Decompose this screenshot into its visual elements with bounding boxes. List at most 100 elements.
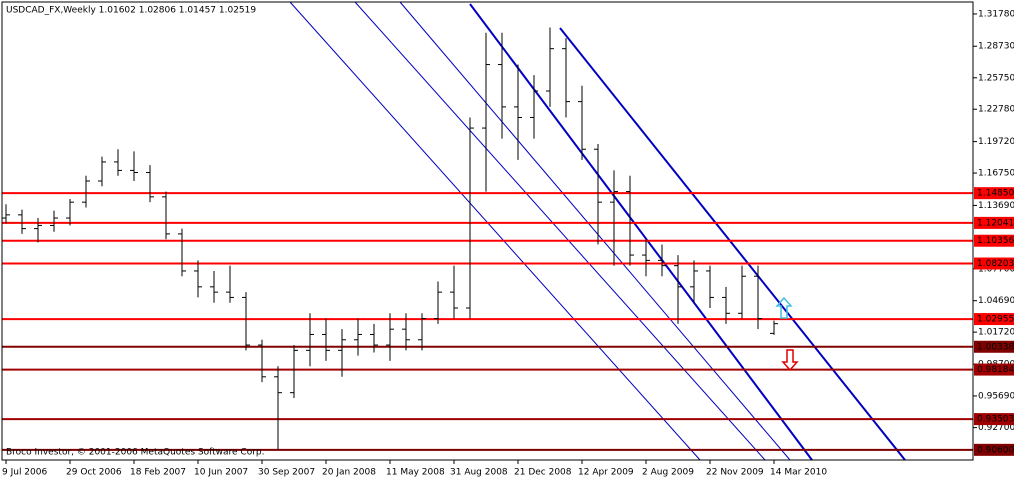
trend-line — [559, 27, 906, 461]
ohlc-bar — [274, 366, 282, 450]
ohlc-bar — [386, 313, 394, 361]
level-label-box — [974, 443, 1014, 456]
ohlc-bar — [210, 270, 218, 303]
y-tick-label: 1.04690 — [978, 296, 1014, 306]
y-tick-label: 1.19720 — [978, 137, 1014, 147]
level-label: 1.10356 — [977, 236, 1014, 246]
trend-line — [469, 3, 813, 461]
level-label-box — [974, 257, 1014, 270]
level-label: 1.14850 — [977, 189, 1014, 199]
ohlc-bar — [434, 281, 442, 324]
ohlc-bar — [418, 313, 426, 351]
ohlc-bar — [82, 175, 90, 208]
y-tick-label: 1.28730 — [978, 42, 1014, 52]
level-label: 1.02955 — [977, 315, 1014, 325]
x-tick-label: 29 Oct 2006 — [66, 468, 122, 478]
ohlc-bar — [34, 218, 42, 243]
ohlc-bar — [514, 64, 522, 160]
x-tick-label: 10 Jun 2007 — [194, 468, 248, 478]
level-label-box — [974, 340, 1014, 353]
ohlc-bar — [242, 292, 250, 351]
ohlc-bar — [770, 320, 778, 335]
ohlc-bar — [18, 209, 26, 234]
ohlc-bar — [306, 313, 314, 367]
ohlc-bar — [466, 117, 474, 319]
ohlc-bar — [738, 265, 746, 319]
y-tick-label: 0.95690 — [978, 391, 1014, 401]
x-tick-label: 21 Dec 2008 — [514, 468, 572, 478]
ohlc-bar — [658, 244, 666, 277]
chart-title: USDCAD_FX,Weekly 1.01602 1.02806 1.01457… — [6, 6, 256, 16]
ohlc-bar — [706, 265, 714, 309]
ohlc-bar — [626, 175, 634, 266]
ohlc-bar — [114, 149, 122, 176]
ohlc-bar — [178, 228, 186, 277]
ohlc-bar — [290, 345, 298, 398]
ohlc-bar — [226, 265, 234, 303]
x-tick-label: 30 Sep 2007 — [258, 468, 315, 478]
level-label: 1.12041 — [977, 218, 1014, 228]
ohlc-bar — [194, 260, 202, 298]
x-tick-label: 2 Aug 2009 — [642, 468, 694, 478]
level-label-box — [974, 313, 1014, 326]
ohlc-bar — [690, 260, 698, 303]
trend-line — [289, 1, 701, 461]
ohlc-bar — [338, 329, 346, 377]
ohlc-bar — [498, 32, 506, 139]
level-label-box — [974, 413, 1014, 426]
level-label: 1.00338 — [977, 342, 1014, 352]
up-arrow-icon — [775, 296, 793, 319]
y-tick-label: 1.22780 — [978, 105, 1014, 115]
ohlc-bar — [754, 265, 762, 330]
x-tick-label: 11 May 2008 — [386, 468, 445, 478]
channel-lines — [289, 1, 906, 461]
y-tick-label: 0.92700 — [978, 423, 1014, 433]
ohlc-bar — [98, 156, 106, 187]
ohlc-bar — [322, 318, 330, 361]
ohlc-bar — [642, 239, 650, 277]
y-tick-label: 1.16750 — [978, 169, 1014, 179]
x-tick-label: 12 Apr 2009 — [578, 468, 634, 478]
level-label: 0.93503 — [977, 415, 1014, 425]
ohlc-bar — [546, 27, 554, 107]
ohlc-bar — [530, 75, 538, 139]
trend-line — [399, 1, 791, 461]
ohlc-bar — [2, 204, 10, 224]
ohlc-bar — [370, 323, 378, 353]
ohlc-bar — [258, 339, 266, 383]
ohlc-bar — [610, 170, 618, 266]
ohlc-bar — [402, 313, 410, 351]
level-label-box — [974, 363, 1014, 376]
level-label: 0.90600 — [977, 445, 1014, 455]
level-label-box — [974, 216, 1014, 229]
ohlc-bar — [482, 32, 490, 192]
ohlc-bar — [578, 85, 586, 160]
trend-line — [354, 1, 766, 461]
level-label: 0.98184 — [977, 365, 1014, 375]
ohlc-bar — [354, 318, 362, 356]
x-tick-label: 22 Nov 2009 — [706, 468, 764, 478]
x-tick-label: 31 Aug 2008 — [450, 468, 508, 478]
down-arrow-icon — [781, 349, 799, 372]
ohlc-bar — [130, 151, 138, 181]
ohlc-bar — [594, 143, 602, 245]
copyright: Broco Investor, © 2001-2006 MetaQuotes S… — [6, 448, 265, 458]
y-tick-label: 1.31780 — [978, 9, 1014, 19]
level-label-box — [974, 187, 1014, 200]
ohlc-bar — [66, 198, 74, 226]
x-tick-label: 20 Jan 2008 — [322, 468, 376, 478]
y-tick-label: 1.13690 — [978, 201, 1014, 211]
x-tick-label: 14 Mar 2010 — [770, 468, 827, 478]
x-tick-label: 9 Jul 2006 — [2, 468, 47, 478]
y-tick-label: 1.25750 — [978, 73, 1014, 83]
plot — [2, 27, 973, 451]
y-tick-label: 1.01720 — [978, 328, 1014, 338]
ohlc-bar — [450, 265, 458, 319]
x-tick-label: 18 Feb 2007 — [130, 468, 186, 478]
ohlc-bar — [674, 255, 682, 324]
ohlc-bar — [162, 191, 170, 240]
level-label-box — [974, 234, 1014, 247]
ohlc-bar — [562, 38, 570, 118]
ohlc-bar — [50, 210, 58, 232]
